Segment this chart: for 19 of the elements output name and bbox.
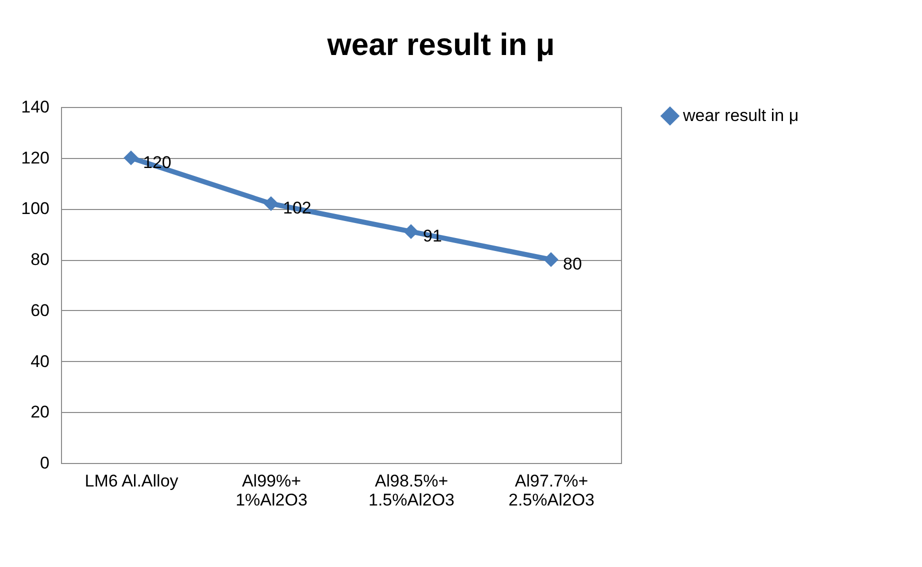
- point: [264, 196, 278, 212]
- x-tick-label: Al98.5%+ 1.5%Al2O3: [368, 472, 454, 510]
- point: [124, 150, 138, 166]
- y-tick-label: 80: [30, 250, 50, 270]
- chart-title: wear result in μ: [326, 27, 555, 62]
- point: [544, 252, 558, 267]
- y-tick-label: 40: [30, 352, 50, 371]
- x-tick-label: Al99%+ 1%Al2O3: [236, 472, 308, 510]
- y-tick-label: 140: [21, 98, 50, 116]
- y-tick-label: 60: [30, 300, 50, 320]
- y-tick-label: 100: [21, 199, 50, 218]
- x-tick-label: Al97.7%+ 2.5%Al2O3: [508, 472, 594, 510]
- y-tick-label: 0: [40, 454, 50, 472]
- x-tick-label: LM6 Al.Alloy: [84, 472, 179, 490]
- y-tick-label: 120: [21, 148, 50, 168]
- data-label: 80: [563, 254, 582, 274]
- legend-label: wear result in μ: [682, 106, 799, 125]
- point: [404, 224, 418, 240]
- y-tick-label: 20: [30, 402, 50, 422]
